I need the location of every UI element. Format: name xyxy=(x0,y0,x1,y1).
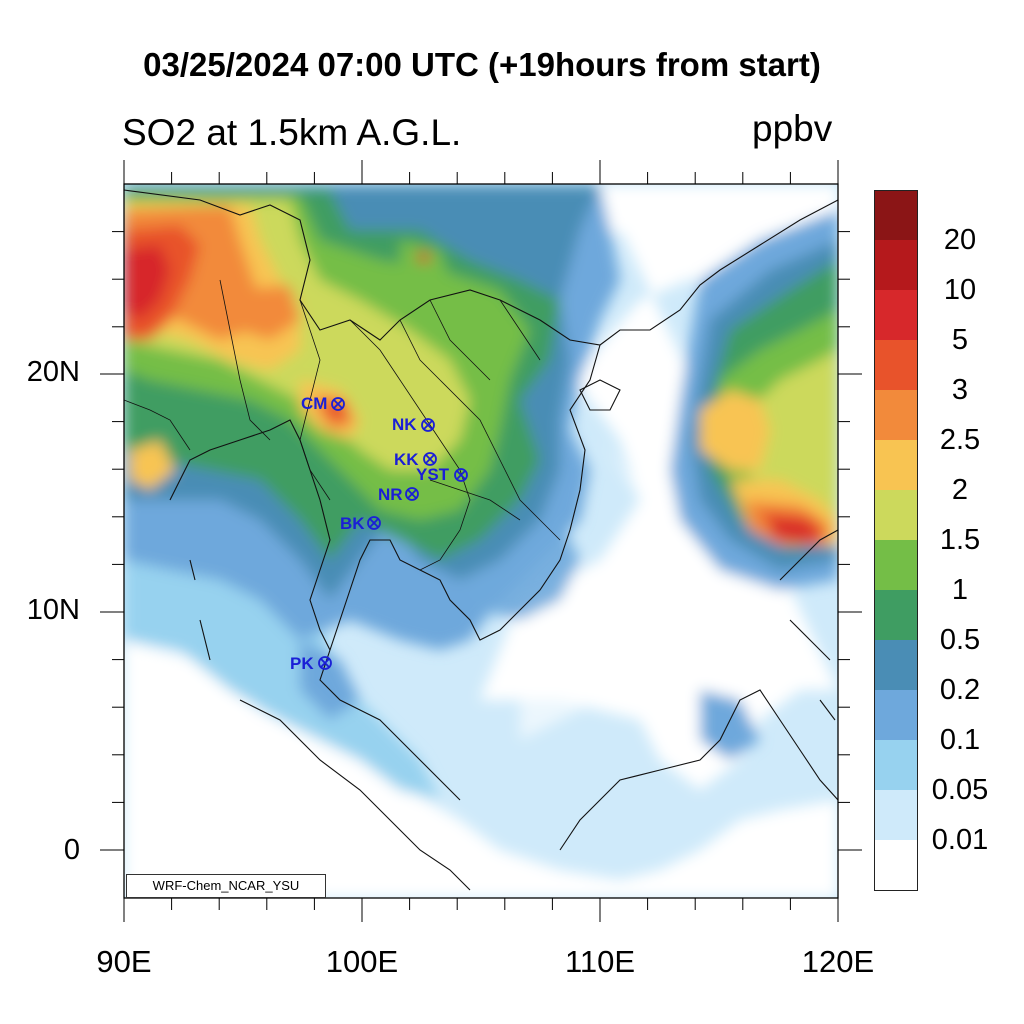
legend-swatch-2 xyxy=(874,240,918,290)
legend-swatch-13 xyxy=(874,790,918,840)
legend-swatch-3 xyxy=(874,290,918,340)
station-markers xyxy=(318,397,468,670)
units-label: ppbv xyxy=(752,108,833,149)
legend-swatch-11 xyxy=(874,690,918,740)
legend-swatch-6 xyxy=(874,440,918,490)
x-tick-label: 90E xyxy=(96,944,152,979)
legend-swatch-1 xyxy=(874,190,918,241)
x-tick-label: 110E xyxy=(564,944,636,979)
station-marker-nr xyxy=(405,487,419,501)
legend-swatch-10 xyxy=(874,640,918,690)
legend-label: 3 xyxy=(951,374,969,406)
legend-label: 0.5 xyxy=(939,624,981,656)
legend-label: 1 xyxy=(951,574,969,606)
legend-label: 0.2 xyxy=(939,674,981,706)
station-label-yst: YST xyxy=(416,465,450,484)
x-tick-label: 120E xyxy=(801,944,875,979)
legend-label: 5 xyxy=(951,324,969,356)
station-label-bk: BK xyxy=(340,514,365,533)
station-label-pk: PK xyxy=(290,654,314,673)
station-marker-cm xyxy=(331,397,345,411)
station-marker-kk xyxy=(423,452,437,466)
legend-label: 2.5 xyxy=(939,424,981,456)
legend-swatch-12 xyxy=(874,740,918,790)
y-tick-label: 10N xyxy=(26,594,80,626)
legend-swatch-5 xyxy=(874,390,918,440)
y-tick-label: 0 xyxy=(63,834,80,866)
legend-swatch-9 xyxy=(874,590,918,640)
legend-swatch-4 xyxy=(874,340,918,390)
legend-label: 1.5 xyxy=(939,524,981,556)
station-label-kk: KK xyxy=(394,450,419,469)
station-marker-yst xyxy=(454,468,468,482)
plot-frame xyxy=(123,183,839,899)
y-tick-label: 20N xyxy=(26,356,80,388)
station-marker-pk xyxy=(318,656,332,670)
station-label-nk: NK xyxy=(392,415,417,434)
station-marker-nk xyxy=(421,418,435,432)
legend-label: 0.05 xyxy=(931,774,989,806)
x-tick-label: 100E xyxy=(325,944,399,979)
map-subtitle: SO2 at 1.5km A.G.L. xyxy=(122,112,462,153)
station-marker-bk xyxy=(367,516,381,530)
station-label-nr: NR xyxy=(378,485,403,504)
legend-swatch-8 xyxy=(874,540,918,590)
station-label-cm: CM xyxy=(301,394,328,413)
legend-label: 20 xyxy=(943,224,977,256)
country-borders xyxy=(124,279,561,571)
legend-label: 10 xyxy=(943,274,977,306)
legend-swatch-7 xyxy=(874,490,918,540)
legend-label: 0.1 xyxy=(939,724,981,756)
model-credit: WRF-Chem_NCAR_YSU xyxy=(126,874,326,898)
legend-label: 0.01 xyxy=(931,824,989,856)
axis-ticks xyxy=(100,160,862,922)
map-title: 03/25/2024 07:00 UTC (+19hours from star… xyxy=(143,46,821,83)
legend-swatch-14 xyxy=(874,840,918,891)
coastlines xyxy=(124,189,838,891)
concentration-field xyxy=(124,184,838,898)
legend-label: 2 xyxy=(951,474,969,506)
